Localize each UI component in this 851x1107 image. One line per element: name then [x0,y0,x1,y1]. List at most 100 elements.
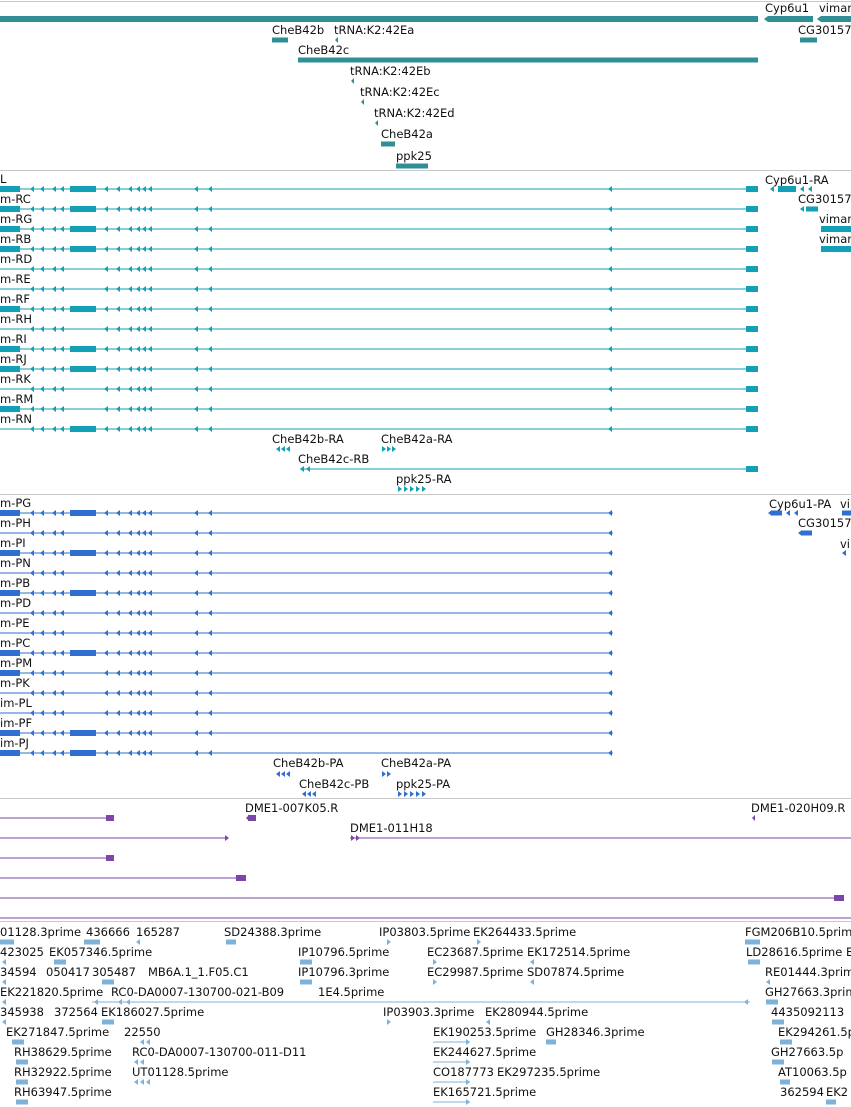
transcript-label[interactable]: m-RH [0,312,32,326]
feature-label[interactable]: CheB42c-PB [299,777,369,791]
est-label[interactable]: 423025 [0,945,44,959]
feature-label[interactable]: Cyp6u1 [765,1,809,15]
est-label[interactable]: FGM206B10.5prime [745,925,851,939]
feature-glyph[interactable] [70,226,96,232]
est-label[interactable]: 345938 [0,1005,44,1019]
feature-label[interactable]: CheB42a [381,127,433,141]
feature-glyph[interactable] [248,815,256,821]
feature-glyph[interactable] [298,57,758,63]
feature-label[interactable]: CheB42c-RB [298,452,369,466]
feature-glyph[interactable] [70,550,96,556]
polypeptide-label[interactable]: m-PC [0,636,30,650]
feature-label[interactable]: vimar [819,1,851,15]
polypeptide-label[interactable]: m-PN [0,556,31,570]
feature-glyph[interactable] [102,1019,114,1025]
feature-glyph[interactable] [772,510,782,516]
feature-glyph[interactable] [70,366,96,372]
feature-glyph[interactable] [0,650,20,656]
feature-glyph[interactable] [70,206,96,212]
feature-glyph[interactable] [746,406,758,412]
polypeptide-label[interactable]: m-PM [0,656,32,670]
feature-glyph[interactable] [746,366,758,372]
feature-label[interactable]: DME1-020H09.R [751,801,845,815]
feature-glyph[interactable] [272,37,288,43]
est-label[interactable]: 372564 [54,1005,98,1019]
feature-glyph[interactable] [0,406,20,412]
feature-glyph[interactable] [746,346,758,352]
est-label[interactable]: EK244627.5prime [433,1045,536,1059]
est-label[interactable]: EK280944.5prime [485,1005,588,1019]
feature-label[interactable]: tRNA:K2:42Ed [374,106,455,120]
feature-glyph[interactable] [745,939,760,945]
feature-glyph[interactable] [70,730,96,736]
est-label[interactable]: RC0-DA0007-130700-021-B09 [111,985,284,999]
est-label[interactable]: IP03803.5prime [379,925,470,939]
est-label[interactable]: 22550 [124,1025,161,1039]
est-label[interactable]: IP03903.3prime [383,1005,474,1019]
feature-label[interactable]: vimar [819,212,851,226]
feature-label[interactable]: CG30157 [798,23,851,37]
feature-label[interactable]: DME1-011H18 [350,821,433,835]
est-label[interactable]: 050417 [46,965,90,979]
feature-glyph[interactable] [0,246,20,252]
est-label[interactable]: GH28346.3prime [546,1025,645,1039]
feature-glyph[interactable] [0,206,20,212]
feature-glyph[interactable] [778,186,796,192]
feature-glyph[interactable] [70,590,96,596]
feature-glyph[interactable] [106,815,114,821]
feature-glyph[interactable] [826,1099,836,1105]
feature-label[interactable]: vi [840,497,850,511]
feature-glyph[interactable] [12,1039,24,1045]
feature-label[interactable]: CG30157 [798,192,851,206]
feature-glyph[interactable] [800,37,817,43]
feature-glyph[interactable] [102,979,114,985]
feature-label[interactable]: CG30157 [798,516,851,530]
transcript-label[interactable]: m-RE [0,272,31,286]
feature-glyph[interactable] [0,730,20,736]
feature-label[interactable]: CheB42b-PA [273,756,344,770]
feature-glyph[interactable] [84,939,100,945]
feature-label[interactable]: CheB42a-PA [381,756,451,770]
est-label[interactable]: SD24388.3prime [224,925,321,939]
polypeptide-label[interactable]: m-PD [0,596,31,610]
feature-glyph[interactable] [16,1099,28,1105]
feature-glyph[interactable] [0,16,758,22]
feature-label[interactable]: CheB42b-RA [272,432,344,446]
feature-glyph[interactable] [780,1079,790,1085]
polypeptide-label[interactable]: m-PG [0,496,31,510]
feature-glyph[interactable] [300,979,312,985]
est-label[interactable]: 1E4.5prime [318,985,384,999]
est-label[interactable]: EK190253.5prime [433,1025,536,1039]
feature-glyph[interactable] [746,386,758,392]
feature-glyph[interactable] [106,855,114,861]
est-label[interactable]: IP10796.5prime [298,945,389,959]
feature-glyph[interactable] [821,16,851,22]
feature-label[interactable]: tRNA:K2:42Ea [334,23,414,37]
est-label[interactable]: 01128.3prime [0,925,81,939]
feature-label[interactable]: tRNA:K2:42Eb [350,64,431,78]
feature-glyph[interactable] [746,186,758,192]
feature-glyph[interactable] [0,939,14,945]
feature-label[interactable]: Cyp6u1-RA [765,173,829,187]
feature-glyph[interactable] [16,1059,28,1065]
est-label[interactable]: EK264433.5prime [473,925,576,939]
est-label[interactable]: RH32922.5prime [14,1065,112,1079]
feature-glyph[interactable] [546,1039,556,1045]
est-label[interactable]: EC23687.5prime [427,945,523,959]
feature-glyph[interactable] [70,426,96,432]
feature-glyph[interactable] [0,550,20,556]
feature-glyph[interactable] [746,246,758,252]
feature-glyph[interactable] [746,226,758,232]
feature-glyph[interactable] [70,186,96,192]
est-label[interactable]: 305487 [92,965,136,979]
feature-glyph[interactable] [70,246,96,252]
feature-glyph[interactable] [842,510,851,516]
est-label[interactable]: IP10796.3prime [298,965,389,979]
est-label[interactable]: GH27663.3prime [765,985,851,999]
feature-glyph[interactable] [54,959,66,965]
est-label[interactable]: LD28616.5prime [746,945,842,959]
feature-glyph[interactable] [0,670,20,676]
feature-label[interactable]: ppk25 [396,149,432,163]
est-label[interactable]: EK271847.5prime [6,1025,109,1039]
feature-glyph[interactable] [746,306,758,312]
